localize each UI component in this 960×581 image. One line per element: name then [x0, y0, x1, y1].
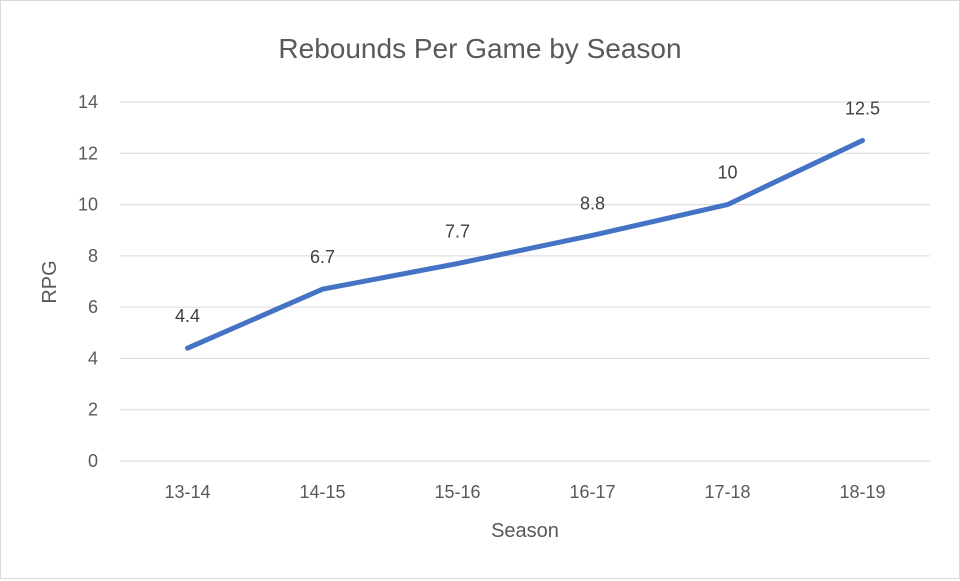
data-label: 6.7 — [310, 247, 335, 267]
y-tick-label: 4 — [88, 348, 98, 368]
y-tick-label: 14 — [78, 92, 98, 112]
y-tick-label: 8 — [88, 246, 98, 266]
y-tick-label: 6 — [88, 297, 98, 317]
series-group — [185, 137, 865, 351]
series-line — [185, 137, 865, 351]
x-tick-label: 18-19 — [839, 482, 885, 502]
x-tick-label: 14-15 — [299, 482, 345, 502]
y-tick-label: 0 — [88, 451, 98, 471]
data-label: 7.7 — [445, 222, 470, 242]
y-tick-label: 10 — [78, 195, 98, 215]
x-tick-label: 15-16 — [434, 482, 480, 502]
x-tick-label: 16-17 — [569, 482, 615, 502]
chart-title: Rebounds Per Game by Season — [278, 33, 681, 64]
y-axis-ticks: 0 2 4 6 8 10 12 14 — [78, 92, 98, 471]
data-label: 4.4 — [175, 306, 200, 326]
data-label: 12.5 — [845, 98, 880, 118]
y-axis-title: RPG — [39, 260, 61, 303]
x-tick-label: 17-18 — [704, 482, 750, 502]
gridlines — [120, 101, 930, 462]
x-tick-label: 13-14 — [164, 482, 210, 502]
y-tick-label: 12 — [78, 143, 98, 163]
y-tick-label: 2 — [88, 400, 98, 420]
data-labels: 4.4 6.7 7.7 8.8 10 12.5 — [175, 98, 880, 326]
data-label: 8.8 — [580, 193, 605, 213]
x-axis-ticks: 13-14 14-15 15-16 16-17 17-18 18-19 — [164, 482, 885, 502]
x-axis-title: Season — [491, 520, 559, 542]
data-label: 10 — [717, 163, 737, 183]
